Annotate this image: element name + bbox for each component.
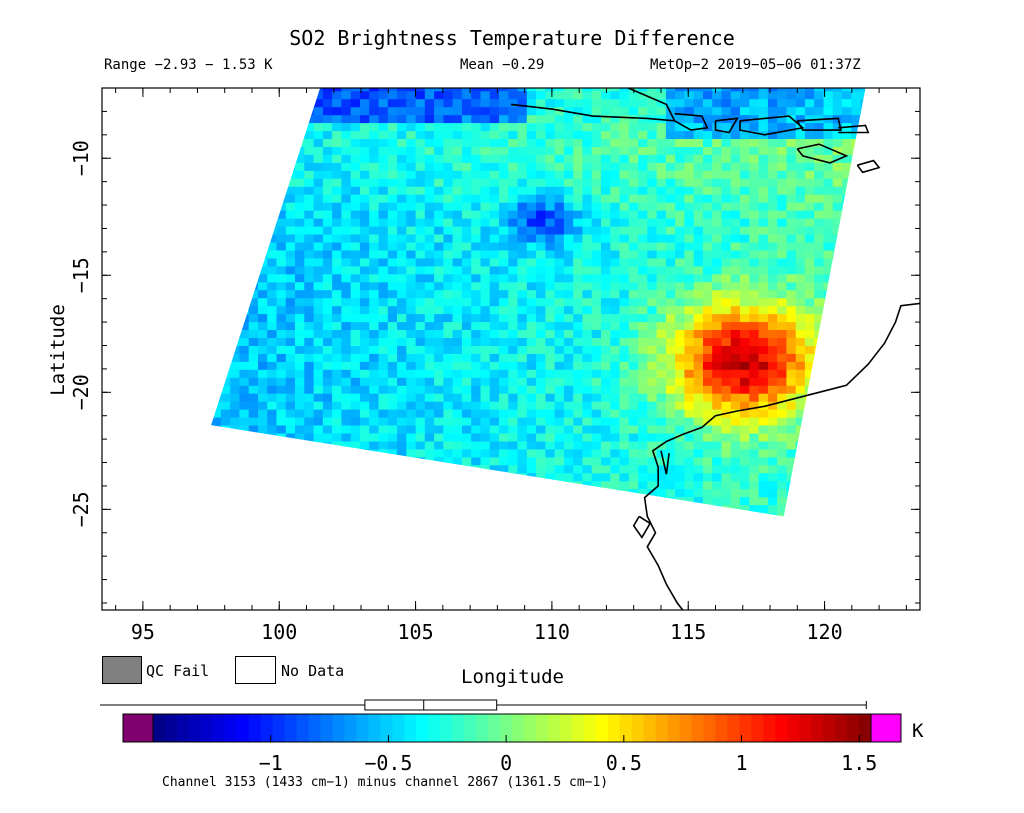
colorbar-underflow	[122, 713, 154, 743]
mean-readout: Mean −0.29	[460, 57, 545, 73]
x-tick-label: 105	[398, 620, 434, 644]
colorbar-tick-label: 1	[736, 751, 748, 775]
plot-frame	[101, 87, 921, 611]
chart-title: SO2 Brightness Temperature Difference	[289, 26, 735, 50]
y-tick-label: −20	[69, 374, 93, 410]
colorbar-tick-label: 1.5	[841, 751, 877, 775]
y-tick-label: −15	[69, 257, 93, 293]
qc-fail-swatch	[102, 656, 142, 684]
colorbar-tick-label: 0.5	[606, 751, 642, 775]
range-readout: Range −2.93 − 1.53 K	[104, 57, 273, 73]
x-tick-label: 95	[131, 620, 155, 644]
coastline	[510, 88, 920, 610]
x-axis-ticks: 95 100 105 110 115 120	[115, 88, 907, 644]
x-tick-label: 120	[807, 620, 843, 644]
y-axis-ticks: −10 −15 −20 −25	[69, 110, 920, 604]
x-tick-label: 115	[670, 620, 706, 644]
colorbar-overflow	[870, 713, 902, 743]
no-data-label: No Data	[281, 662, 345, 680]
no-data-swatch	[235, 656, 276, 684]
channel-footnote: Channel 3153 (1433 cm−1) minus channel 2…	[162, 775, 609, 790]
x-tick-label: 110	[534, 620, 570, 644]
boxplot-box	[364, 699, 498, 711]
x-axis-label: Longitude	[461, 666, 564, 688]
colorbar: −1 −0.5 0 0.5 1 1.5	[100, 699, 902, 775]
colorbar-tick-label: −1	[259, 751, 283, 775]
satellite-swath	[211, 88, 866, 517]
colorbar-tick-label: −0.5	[364, 751, 412, 775]
x-tick-label: 100	[261, 620, 297, 644]
qc-fail-label: QC Fail	[146, 662, 210, 680]
colorbar-unit: K	[912, 720, 924, 742]
y-axis-label: Latitude	[47, 304, 69, 396]
colorbar-tick-label: 0	[500, 751, 512, 775]
y-tick-label: −25	[69, 491, 93, 527]
satellite-timestamp: MetOp−2 2019−05−06 01:37Z	[650, 57, 861, 73]
y-tick-label: −10	[69, 140, 93, 176]
